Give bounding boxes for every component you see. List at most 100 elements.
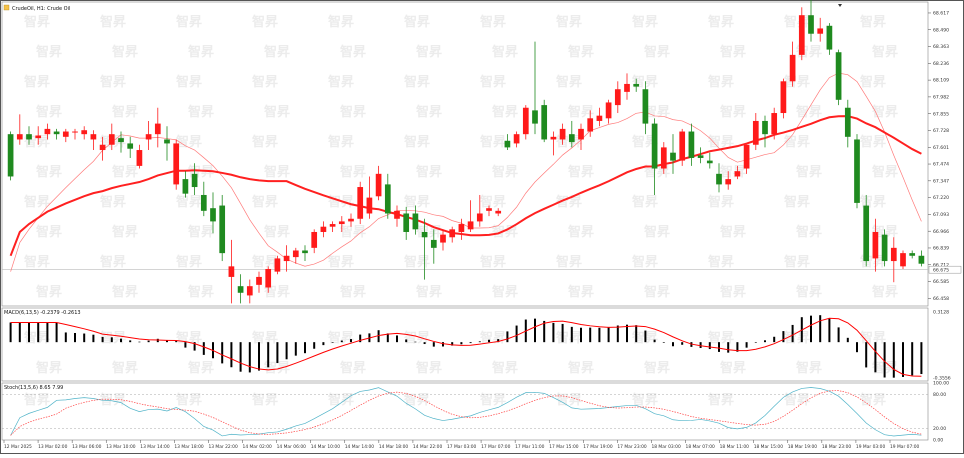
macd-bar — [396, 335, 398, 343]
macd-bar — [745, 342, 748, 348]
watermark-text: 智昇 — [36, 44, 62, 60]
candle-body — [191, 173, 198, 188]
candle-body — [44, 128, 51, 135]
candle-body — [16, 134, 23, 140]
candle-body — [118, 138, 124, 143]
macd-bar — [248, 342, 251, 373]
watermark-text: 智昇 — [252, 74, 278, 90]
candle-body — [918, 255, 925, 264]
macd-bar — [18, 322, 21, 343]
macd-bar — [110, 337, 113, 343]
macd-bar — [598, 327, 601, 343]
watermark-text: 智昇 — [568, 44, 594, 60]
candle-body — [725, 179, 732, 185]
candle-body — [486, 208, 492, 211]
candle-body — [136, 150, 143, 166]
candle-body — [384, 184, 391, 214]
watermark-text: 智昇 — [252, 134, 278, 150]
candle-body — [734, 171, 741, 177]
watermark-text: 智昇 — [36, 360, 62, 376]
time-tick-label: 17 Mar 11:00 — [515, 444, 545, 450]
watermark-text: 智昇 — [556, 74, 582, 90]
watermark-text: 智昇 — [24, 254, 50, 270]
macd-bar — [552, 322, 555, 343]
watermark-text: 智昇 — [632, 14, 658, 30]
macd-bar — [644, 330, 647, 343]
candle-body — [578, 128, 584, 140]
macd-bar — [589, 327, 592, 343]
time-tick-label: 13 Mar 10:00 — [106, 444, 136, 450]
watermark-text: 智昇 — [492, 284, 518, 300]
candle-body — [108, 134, 115, 145]
watermark-text: 智昇 — [176, 194, 202, 210]
watermark-text: 智昇 — [176, 330, 202, 346]
watermark-text: 智昇 — [796, 360, 822, 376]
watermark-text: 智昇 — [872, 224, 898, 240]
time-tick-label: 19 Mar 03:00 — [856, 444, 886, 450]
macd-bar — [819, 315, 822, 343]
time-tick-label: 17 Mar 23:00 — [617, 444, 647, 450]
candle-body — [35, 135, 42, 139]
candle-body — [863, 205, 870, 262]
candle-body — [817, 28, 824, 34]
candle-body — [513, 134, 520, 144]
candle-body — [274, 258, 281, 272]
candle-body — [467, 221, 474, 230]
watermark-text: 智昇 — [112, 284, 138, 300]
time-tick-label: 18 Mar 23:00 — [822, 444, 852, 450]
macd-bar — [708, 342, 711, 350]
watermark-text: 智昇 — [556, 194, 582, 210]
macd-bar — [515, 325, 518, 343]
watermark-text: 智昇 — [568, 224, 594, 240]
macd-bar — [147, 340, 150, 343]
price-tick-label: 66.839 — [933, 246, 949, 252]
price-tick-label: 67.855 — [933, 111, 949, 117]
watermark-text: 智昇 — [176, 74, 202, 90]
macd-bar — [616, 325, 619, 343]
watermark-text: 智昇 — [872, 164, 898, 180]
candle-body — [219, 205, 226, 254]
macd-bar — [754, 342, 757, 343]
candle-body — [311, 231, 318, 248]
stoch-tick-label: 20.00 — [933, 426, 946, 432]
watermark-text: 智昇 — [112, 224, 138, 240]
price-tick-label: 67.601 — [933, 145, 949, 151]
macd-bar — [285, 342, 288, 360]
macd-bar — [405, 339, 408, 343]
macd-bar — [828, 318, 831, 343]
stoch-title: Stoch(13,5,6) 8.65 7.99 — [4, 385, 63, 391]
watermark-text: 智昇 — [480, 14, 506, 30]
watermark-text: 智昇 — [784, 14, 810, 30]
watermark-text: 智昇 — [708, 194, 734, 210]
watermark-text: 智昇 — [556, 330, 582, 346]
watermark-text: 智昇 — [264, 360, 290, 376]
watermark-text: 智昇 — [416, 44, 442, 60]
macd-bar — [28, 322, 30, 343]
watermark-text: 智昇 — [416, 224, 442, 240]
candle-body — [780, 81, 787, 114]
watermark-text: 智昇 — [340, 360, 366, 376]
candle-body — [338, 221, 345, 225]
candle-body — [62, 131, 69, 137]
watermark-text: 智昇 — [188, 44, 214, 60]
macd-histogram — [9, 315, 923, 378]
watermark-text: 智昇 — [112, 104, 138, 120]
macd-bar — [672, 342, 674, 347]
time-tick-label: 14 Mar 10:00 — [311, 444, 341, 450]
watermark-text: 智昇 — [328, 254, 354, 270]
macd-bar — [230, 342, 233, 368]
candle-body — [182, 179, 189, 194]
watermark-text: 智昇 — [720, 164, 746, 180]
watermark-text: 智昇 — [568, 360, 594, 376]
candle-body — [642, 89, 649, 124]
macd-bar — [570, 326, 573, 343]
watermark-text: 智昇 — [176, 14, 202, 30]
macd-bar — [874, 342, 877, 373]
price-tick-label: 67.982 — [933, 95, 949, 101]
time-tick-label: 17 Mar 15:00 — [549, 444, 579, 450]
watermark-text: 智昇 — [112, 360, 138, 376]
watermark-text: 智昇 — [416, 284, 442, 300]
macd-title: MACD(6,13,5) -0.2379 -0.2613 — [4, 310, 81, 316]
